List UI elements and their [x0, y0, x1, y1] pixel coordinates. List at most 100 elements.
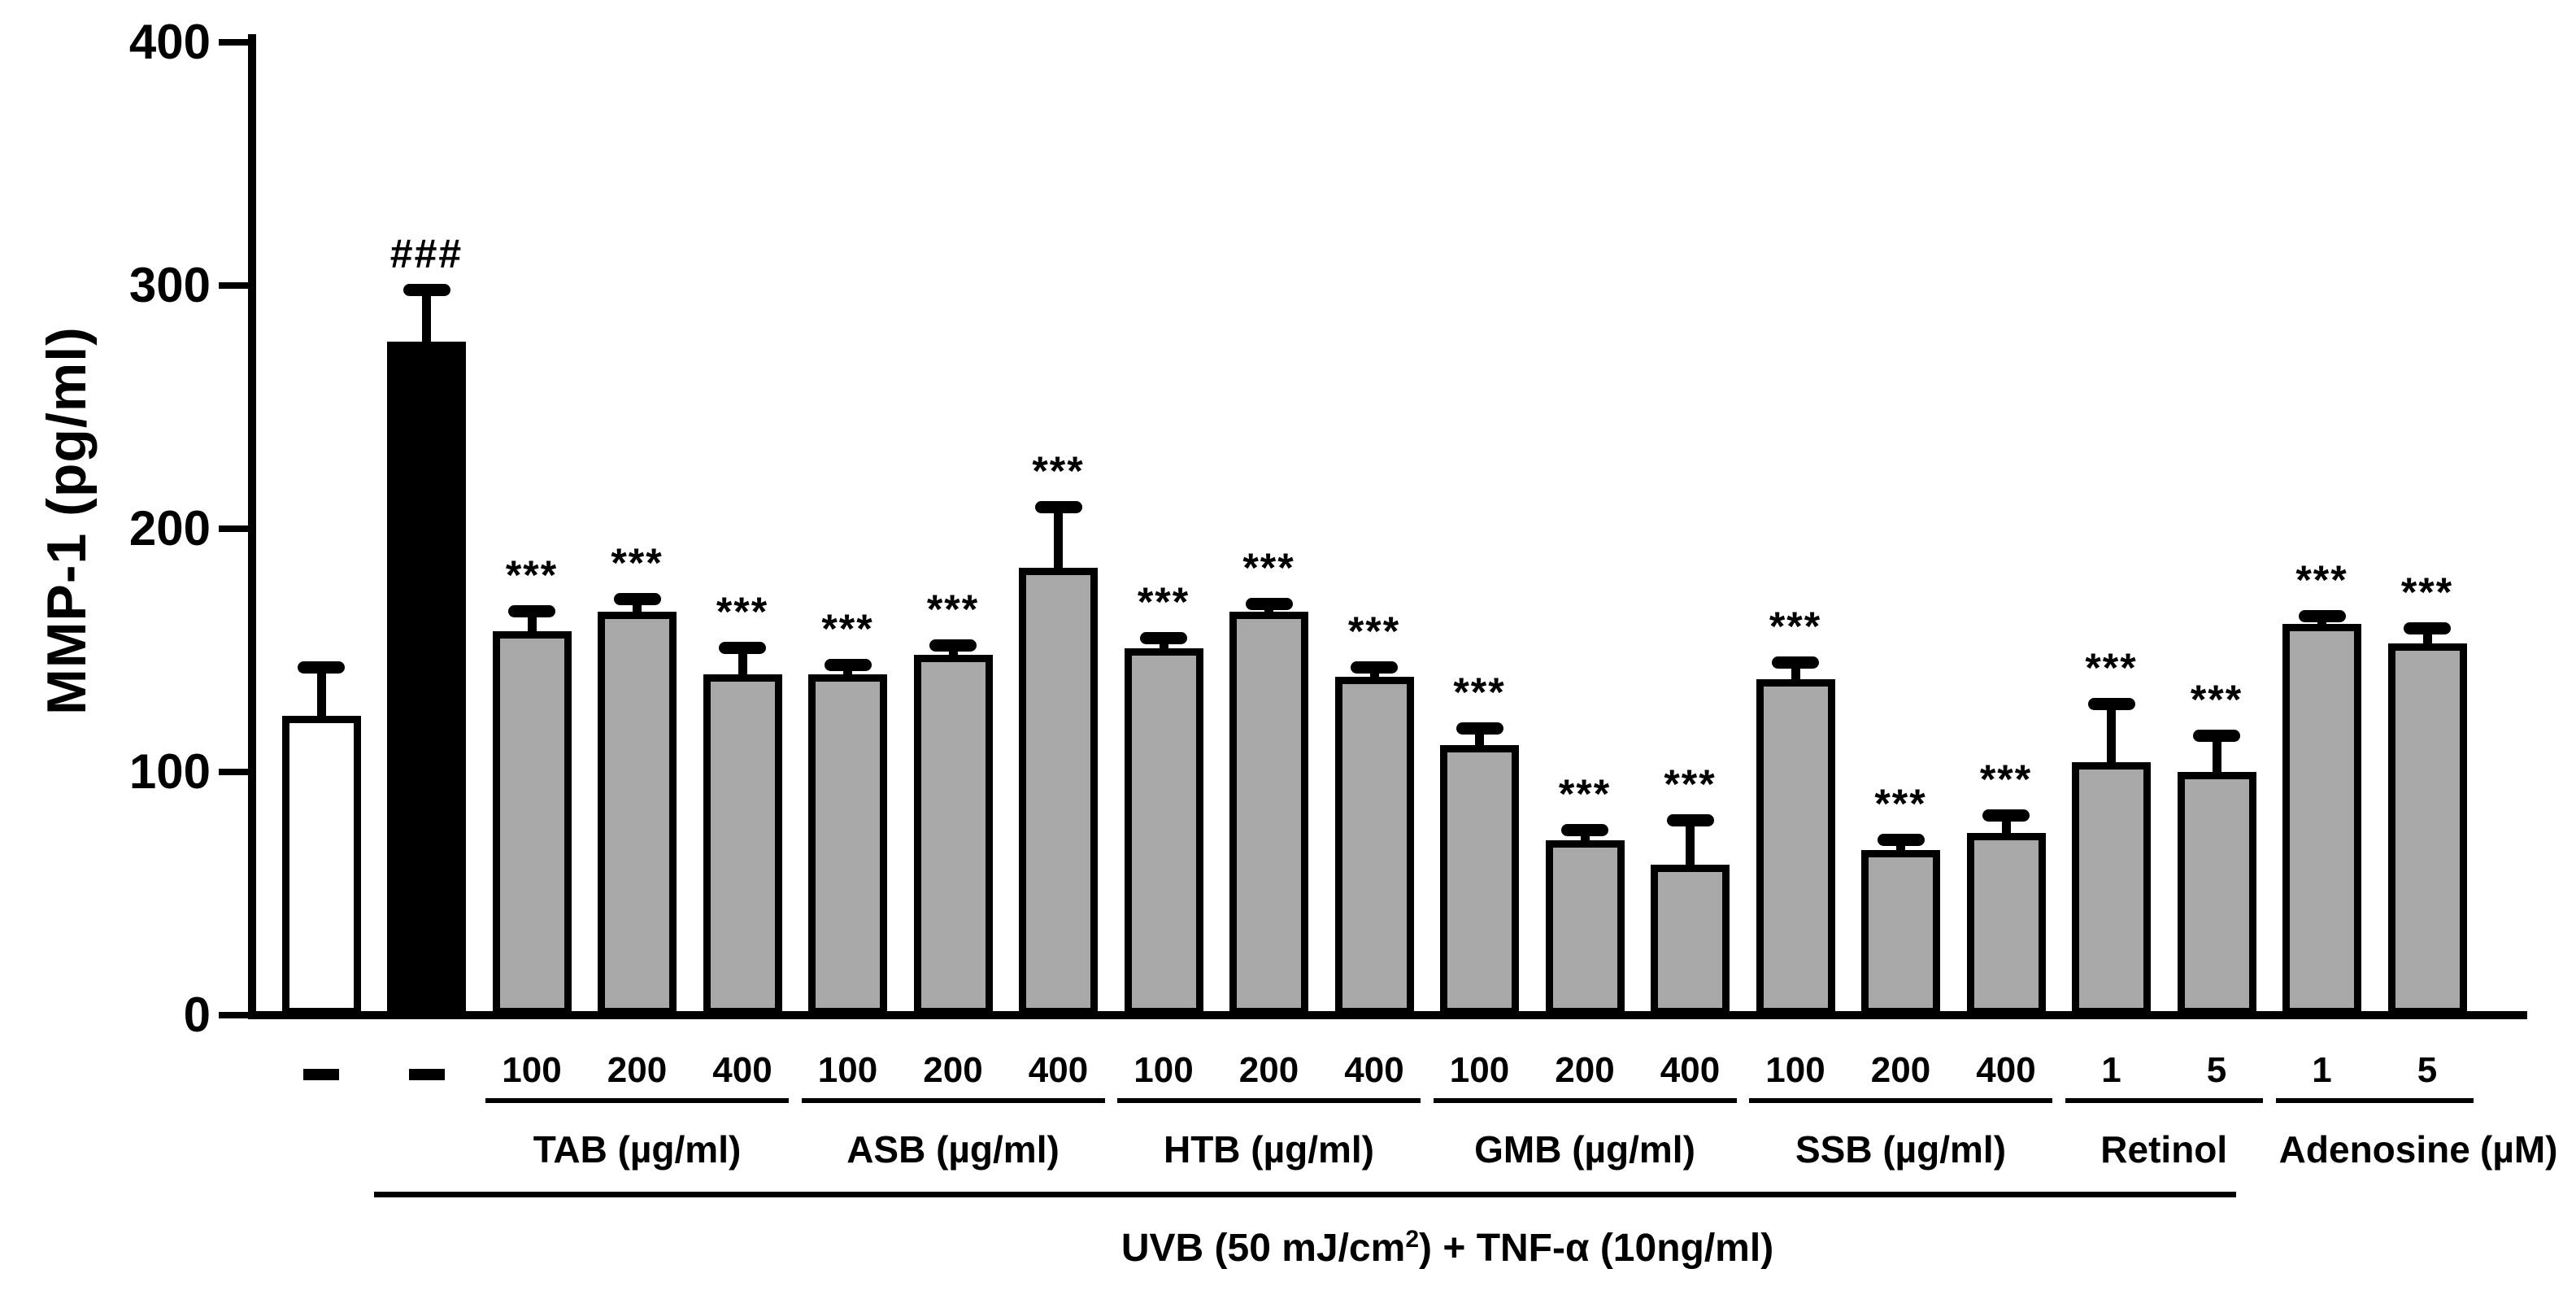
- x-tick-SSB-200: 200: [1870, 1050, 1931, 1090]
- x-tick-Retinol-5: 5: [2206, 1050, 2227, 1090]
- error-bar-cap: [1351, 661, 1398, 674]
- significance-HTB-400: ***: [1347, 608, 1401, 654]
- x-tick-Retinol-1: 1: [2101, 1050, 2121, 1090]
- treatment-label-pre: UVB (50 mJ/cm: [1120, 1227, 1406, 1270]
- y-tick-mark: [219, 769, 248, 775]
- error-bar-cap: [613, 593, 661, 606]
- bar-Adenosine-5: [2387, 643, 2467, 1015]
- x-tick-TAB-400: 400: [712, 1050, 772, 1090]
- significance-ASB-200: ***: [926, 586, 980, 633]
- y-tick-label: 300: [128, 258, 211, 312]
- significance-SSB-200: ***: [1874, 781, 1927, 827]
- significance-uvb-tnf--: ###: [389, 231, 463, 277]
- error-bar-stem: [1791, 662, 1800, 696]
- y-tick-mark: [219, 525, 248, 532]
- bar-Retinol-1: [2072, 762, 2151, 1015]
- error-bar-cap: [508, 605, 555, 618]
- error-bar-stem: [2212, 735, 2221, 788]
- error-bar-cap: [2193, 729, 2240, 742]
- error-bar-cap: [824, 658, 872, 671]
- group-label-ASB: ASB (µg/ml): [846, 1128, 1060, 1171]
- significance-ASB-100: ***: [821, 605, 874, 652]
- error-bar-cap: [1772, 656, 1819, 669]
- group-label-GMB: GMB (µg/ml): [1474, 1128, 1695, 1171]
- significance-Adenosine-5: ***: [2400, 569, 2454, 616]
- bar-GMB-200: [1545, 839, 1625, 1015]
- x-tick-control: [303, 1069, 339, 1080]
- error-bar-stem: [2001, 815, 2011, 849]
- error-bar-stem: [316, 667, 326, 733]
- y-tick-label: 400: [128, 15, 211, 69]
- treatment-line: [374, 1192, 2236, 1197]
- significance-TAB-400: ***: [716, 589, 769, 634]
- error-bar-cap: [929, 639, 977, 652]
- significance-HTB-200: ***: [1242, 545, 1295, 591]
- bar-TAB-200: [598, 611, 677, 1015]
- significance-Retinol-1: ***: [2085, 644, 2138, 691]
- error-bar-cap: [402, 284, 450, 297]
- bar-SSB-200: [1861, 849, 1940, 1015]
- bar-ASB-400: [1019, 567, 1098, 1015]
- x-tick-ASB-200: 200: [923, 1050, 983, 1090]
- error-bar-stem: [422, 290, 431, 358]
- error-bar-cap: [1456, 722, 1503, 735]
- bar-TAB-100: [492, 630, 572, 1015]
- error-bar-stem: [1686, 820, 1695, 881]
- error-bar-cap: [2087, 697, 2135, 710]
- bar-HTB-400: [1334, 677, 1414, 1015]
- x-tick-GMB-200: 200: [1555, 1050, 1615, 1090]
- group-label-TAB: TAB (µg/ml): [533, 1128, 742, 1171]
- error-bar-cap: [1666, 814, 1714, 827]
- significance-GMB-100: ***: [1453, 669, 1506, 715]
- y-tick-mark: [219, 1012, 248, 1018]
- x-tick-TAB-100: 100: [502, 1050, 562, 1090]
- bar-GMB-400: [1651, 864, 1730, 1015]
- group-underline-Adenosine: [2275, 1098, 2474, 1103]
- group-underline-SSB: [1749, 1098, 2052, 1103]
- group-underline-TAB: [485, 1098, 789, 1103]
- bar-control--: [281, 716, 361, 1015]
- bar-SSB-400: [1966, 832, 2046, 1015]
- x-tick-HTB-200: 200: [1238, 1050, 1299, 1090]
- x-tick-uvb-tnf: [408, 1069, 445, 1080]
- y-tick-label: 0: [183, 988, 211, 1042]
- x-tick-GMB-100: 100: [1449, 1050, 1510, 1090]
- x-tick-HTB-400: 400: [1344, 1050, 1404, 1090]
- significance-Adenosine-1: ***: [2295, 557, 2348, 604]
- x-tick-HTB-100: 100: [1134, 1050, 1194, 1090]
- bar-Retinol-5: [2177, 772, 2256, 1015]
- significance-TAB-200: ***: [611, 540, 664, 586]
- error-bar-cap: [1982, 809, 2030, 822]
- error-bar-cap: [1245, 598, 1293, 611]
- x-axis-line: [248, 1011, 2527, 1019]
- significance-TAB-100: ***: [505, 552, 559, 599]
- x-tick-ASB-100: 100: [817, 1050, 878, 1090]
- error-bar-cap: [719, 642, 766, 654]
- error-bar-cap: [2298, 610, 2346, 623]
- bar-HTB-200: [1229, 611, 1308, 1015]
- bar-TAB-400: [703, 674, 782, 1015]
- significance-Retinol-5: ***: [2190, 676, 2243, 722]
- bar-ASB-100: [808, 674, 887, 1015]
- error-bar-stem: [527, 611, 537, 648]
- significance-GMB-200: ***: [1558, 771, 1612, 818]
- group-label-suffix-Adenosine: (µM): [2480, 1128, 2558, 1171]
- significance-HTB-100: ***: [1137, 579, 1190, 626]
- y-tick-mark: [219, 39, 248, 46]
- y-tick-label: 100: [128, 744, 211, 799]
- error-bar-stem: [2107, 704, 2116, 779]
- treatment-label-post: ) + TNF-α (10ng/ml): [1419, 1227, 1774, 1270]
- bar-GMB-100: [1440, 745, 1519, 1015]
- x-tick-SSB-100: 100: [1765, 1050, 1825, 1090]
- y-axis-line: [248, 34, 256, 1019]
- x-tick-GMB-400: 400: [1660, 1050, 1721, 1090]
- bar-HTB-100: [1124, 648, 1203, 1015]
- error-bar-cap: [1561, 824, 1608, 837]
- significance-SSB-400: ***: [1979, 757, 2033, 803]
- group-underline-HTB: [1117, 1098, 1421, 1103]
- group-underline-Retinol: [2065, 1098, 2263, 1103]
- error-bar-stem: [1054, 507, 1063, 584]
- treatment-label-sup: 2: [1405, 1226, 1419, 1253]
- error-bar-stem: [738, 648, 747, 691]
